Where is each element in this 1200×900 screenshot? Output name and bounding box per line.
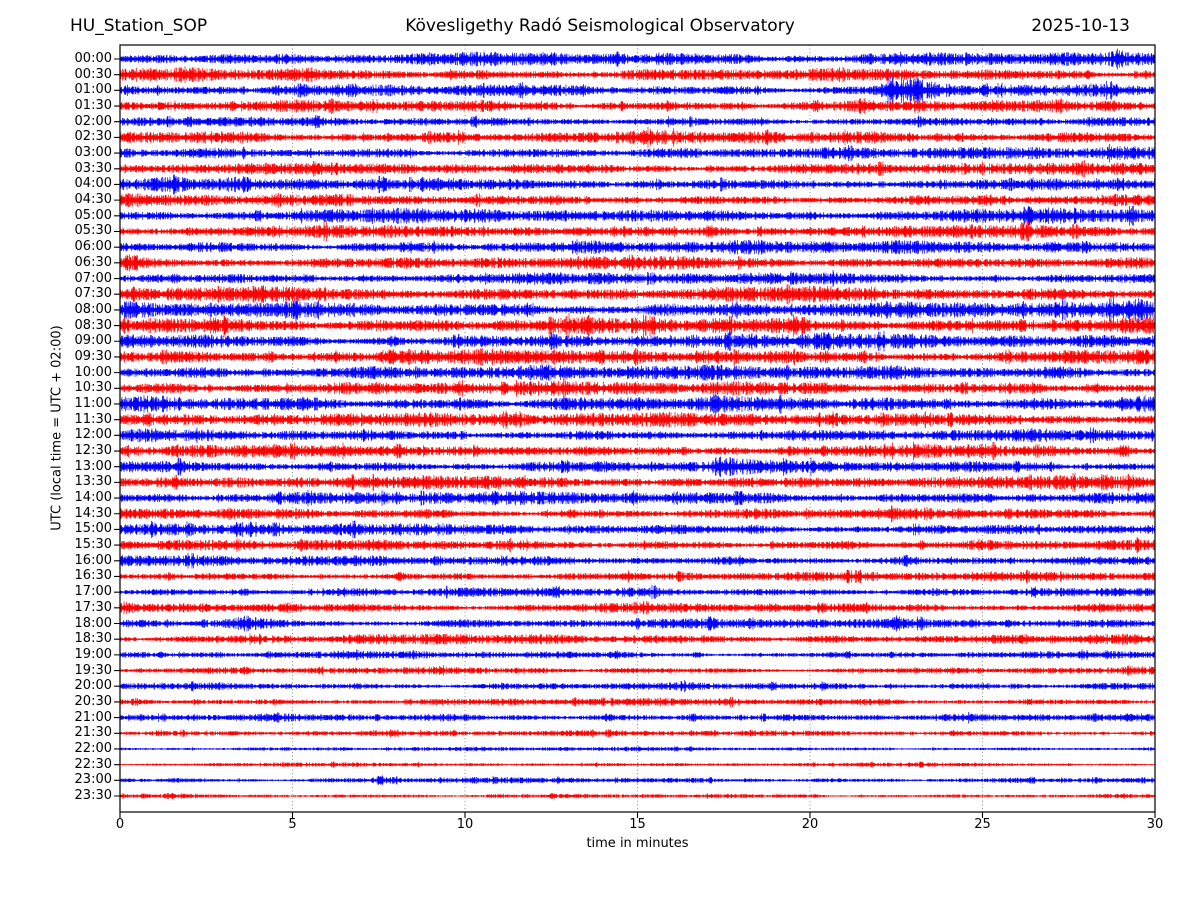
- y-tick-label: 06:30: [74, 254, 112, 270]
- y-tick-label: 07:00: [74, 270, 112, 286]
- y-tick-label: 15:00: [74, 521, 112, 537]
- y-tick-label: 08:00: [74, 301, 112, 317]
- y-tick-label: 10:00: [74, 364, 112, 380]
- y-tick-label: 04:30: [74, 192, 112, 208]
- y-tick-label: 02:00: [74, 113, 112, 129]
- y-tick-label: 13:00: [74, 458, 112, 474]
- y-tick-label: 03:00: [74, 145, 112, 161]
- y-tick-label: 19:00: [74, 646, 112, 662]
- y-tick-label: 22:30: [74, 756, 112, 772]
- y-tick-label: 14:00: [74, 490, 112, 506]
- y-tick-label: 23:30: [74, 788, 112, 803]
- y-tick-label: 01:30: [74, 98, 112, 114]
- y-tick-label: 12:30: [74, 443, 112, 459]
- y-tick-label: 20:00: [74, 678, 112, 694]
- y-tick-label: 16:00: [74, 552, 112, 568]
- y-tick-label: 18:30: [74, 631, 112, 647]
- y-tick-label: 05:00: [74, 207, 112, 223]
- x-tick-label: 10: [456, 817, 474, 832]
- station-title: HU_Station_SOP: [70, 16, 208, 36]
- y-tick-label: 00:00: [74, 51, 112, 66]
- y-tick-label: 12:00: [74, 427, 112, 443]
- y-tick-label: 16:30: [74, 568, 112, 584]
- x-tick-label: 25: [974, 817, 991, 832]
- y-tick-label: 23:00: [74, 772, 112, 788]
- y-tick-label: 09:30: [74, 348, 112, 364]
- y-tick-label: 11:30: [74, 411, 112, 427]
- y-tick-label: 14:30: [74, 505, 112, 521]
- y-tick-label: 21:30: [74, 725, 112, 741]
- y-tick-label: 18:00: [74, 615, 112, 631]
- y-axis-title: UTC (local time = UTC + 02:00): [49, 325, 65, 531]
- y-tick-label: 17:00: [74, 584, 112, 600]
- y-tick-label: 21:00: [74, 709, 112, 725]
- y-tick-label: 08:30: [74, 317, 112, 333]
- x-tick-label: 0: [115, 817, 125, 832]
- y-tick-label: 20:30: [74, 693, 112, 709]
- y-tick-label: 03:30: [74, 160, 112, 176]
- y-tick-label: 22:00: [74, 740, 112, 756]
- y-tick-label: 07:30: [74, 286, 112, 302]
- y-tick-label: 15:30: [74, 537, 112, 553]
- y-tick-label: 04:00: [74, 176, 112, 192]
- observatory-title: Kövesligethy Radó Seismological Observat…: [405, 16, 795, 36]
- y-tick-label: 00:30: [74, 66, 112, 82]
- x-axis-title: time in minutes: [586, 836, 689, 851]
- y-tick-label: 02:30: [74, 129, 112, 145]
- x-tick-label: 5: [288, 817, 297, 832]
- y-tick-label: 09:00: [74, 333, 112, 349]
- x-tick-label: 20: [801, 817, 819, 832]
- y-tick-label: 17:30: [74, 599, 112, 615]
- y-tick-label: 10:30: [74, 380, 112, 396]
- y-tick-label: 13:30: [74, 474, 112, 490]
- y-tick-label: 06:00: [74, 239, 112, 255]
- y-tick-label: 05:30: [74, 223, 112, 239]
- y-tick-label: 11:00: [74, 395, 112, 411]
- x-tick-label: 15: [629, 817, 646, 832]
- date-label: 2025-10-13: [1031, 16, 1130, 36]
- x-tick-label: 30: [1146, 817, 1164, 832]
- y-tick-label: 01:00: [74, 82, 112, 98]
- y-tick-label: 19:30: [74, 662, 112, 678]
